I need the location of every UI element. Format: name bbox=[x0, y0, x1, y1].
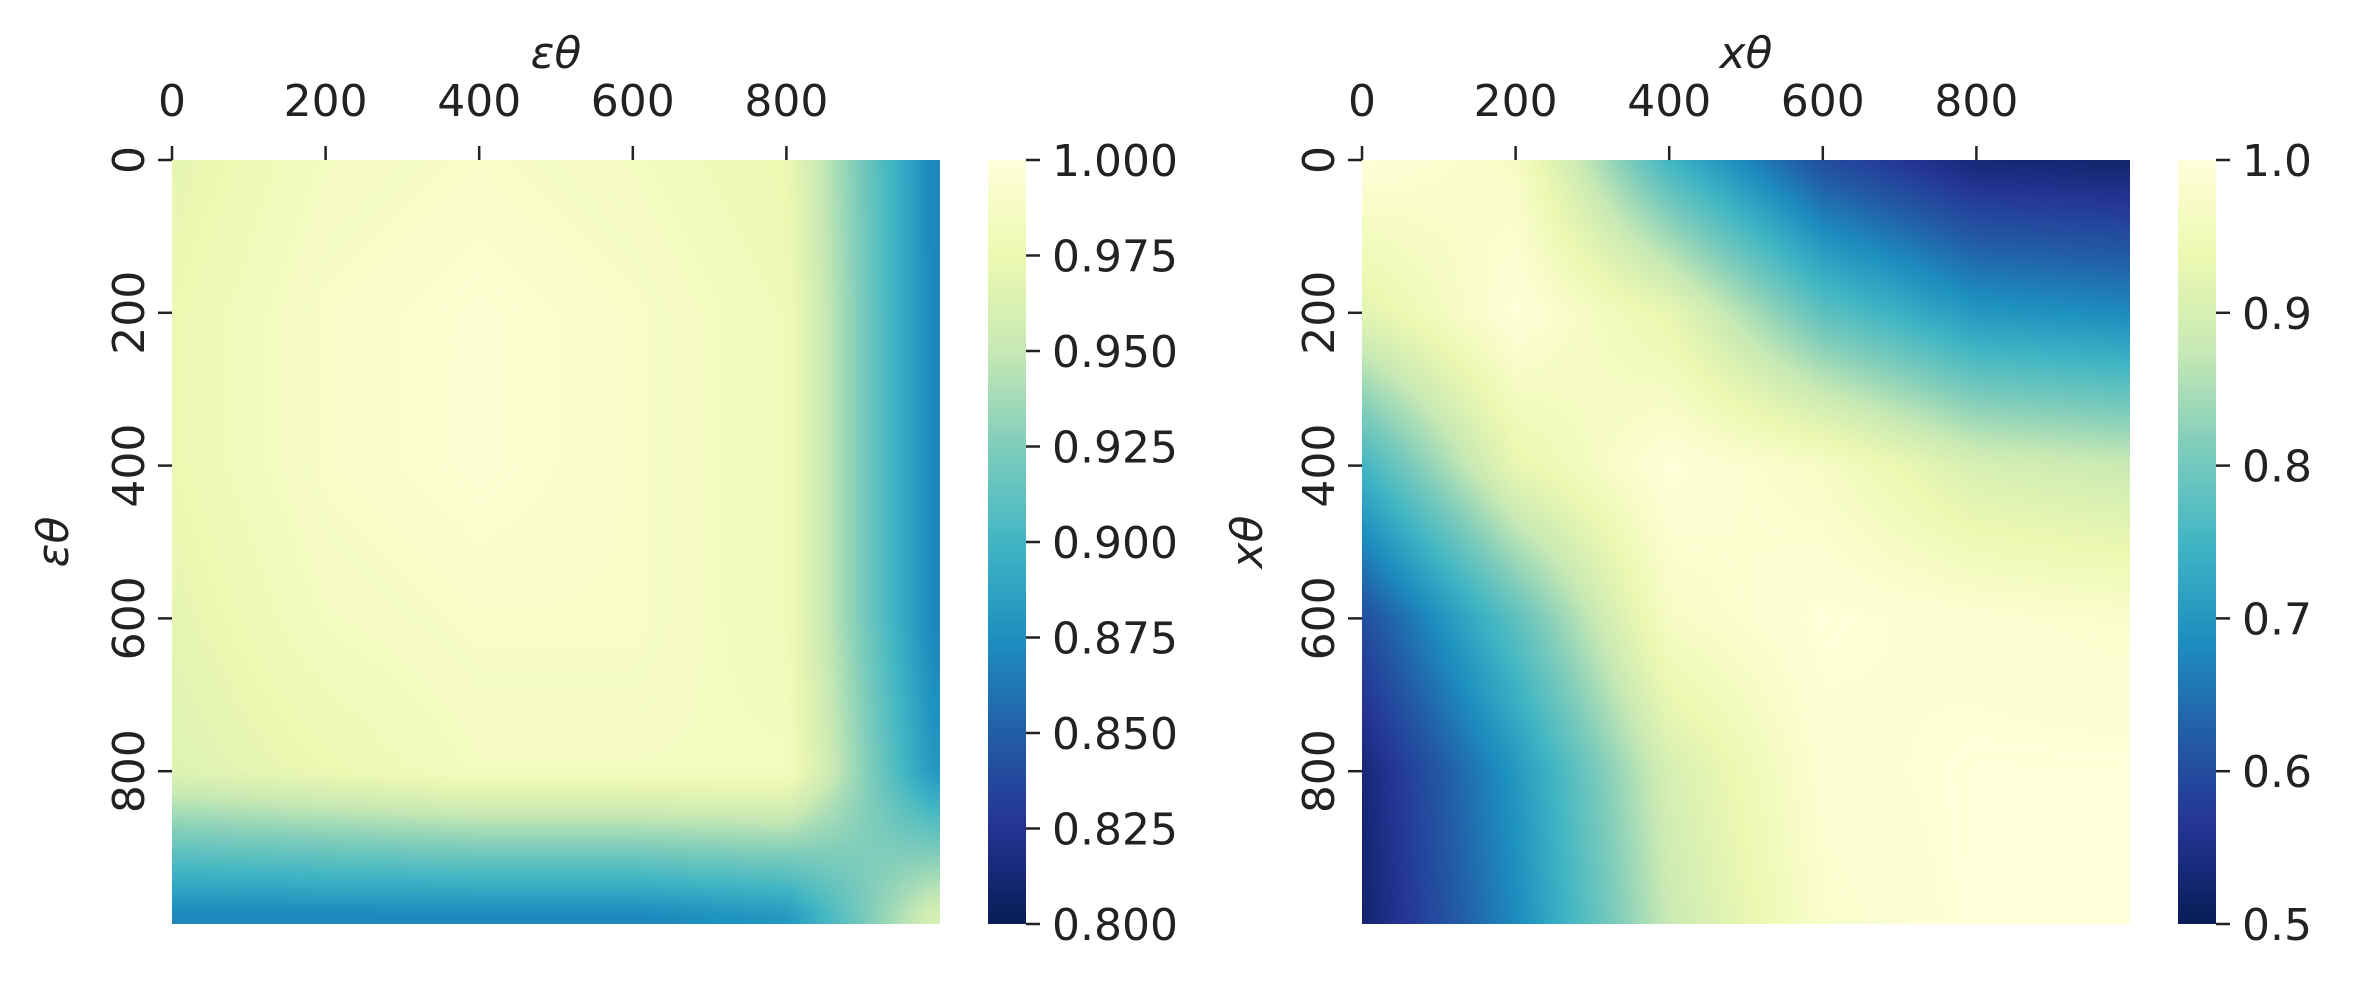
x-tick-label: 200 bbox=[1474, 76, 1558, 127]
colorbar-tick-label: 0.800 bbox=[1052, 900, 1178, 951]
y-axis-label-epsilon: εθ bbox=[28, 517, 79, 568]
colorbar-ticks-epsilon: 0.800 0.825 0.850 0.875 0.900 0.925 0.950 0.975… bbox=[1026, 136, 1178, 951]
colorbar-tick-label: 0.975 bbox=[1052, 232, 1178, 283]
x-tick-label: 0 bbox=[158, 76, 186, 127]
y-axis-left-x: 0 200 400 600 800 bbox=[1294, 146, 1362, 813]
y-tick-label: 0 bbox=[1294, 146, 1345, 174]
x-tick-label: 800 bbox=[1934, 76, 2018, 127]
colorbar-tick-label: 0.950 bbox=[1052, 327, 1178, 378]
x-tick-label: 800 bbox=[744, 76, 828, 127]
colorbar-tick-label: 0.6 bbox=[2242, 747, 2312, 798]
colorbar-tick-label: 1.0 bbox=[2242, 136, 2312, 187]
x-tick-label: 400 bbox=[437, 76, 521, 127]
x-tick-label: 400 bbox=[1627, 76, 1711, 127]
colorbar-tick-label: 0.825 bbox=[1052, 805, 1178, 856]
x-axis-top-x: 0 200 400 600 800 bbox=[1348, 76, 2018, 160]
y-tick-label: 600 bbox=[104, 576, 155, 660]
colorbar-tick-label: 0.9 bbox=[2242, 289, 2312, 340]
x-axis-label-x: xθ bbox=[1718, 28, 1773, 79]
y-tick-label: 200 bbox=[1294, 271, 1345, 355]
y-tick-label: 600 bbox=[1294, 576, 1345, 660]
x-tick-label: 600 bbox=[1781, 76, 1865, 127]
colorbar-tick-label: 0.925 bbox=[1052, 423, 1178, 474]
x-tick-label: 200 bbox=[284, 76, 368, 127]
x-tick-label: 600 bbox=[591, 76, 675, 127]
y-tick-label: 400 bbox=[104, 424, 155, 508]
colorbar-x bbox=[2178, 160, 2216, 924]
colorbar-tick-label: 0.7 bbox=[2242, 594, 2312, 645]
heatmap-image-x bbox=[1362, 160, 2130, 924]
colorbar-tick-label: 0.875 bbox=[1052, 614, 1178, 665]
heatmap-image-epsilon bbox=[172, 160, 940, 924]
x-axis-top-epsilon: 0 200 400 600 800 bbox=[158, 76, 828, 160]
y-axis-label-x: xθ bbox=[1222, 515, 1273, 570]
y-axis-left-epsilon: 0 200 400 600 800 bbox=[104, 146, 172, 813]
heatmap-panel-x: 0 200 400 600 800 0 200 400 600 800 xθ xθ 0.5 0.6… bbox=[1222, 28, 2312, 951]
colorbar-ticks-x: 0.5 0.6 0.7 0.8 0.9 1.0 bbox=[2216, 136, 2312, 951]
colorbar-tick-label: 0.5 bbox=[2242, 900, 2312, 951]
y-tick-label: 400 bbox=[1294, 424, 1345, 508]
colorbar-tick-label: 0.900 bbox=[1052, 518, 1178, 569]
y-tick-label: 200 bbox=[104, 271, 155, 355]
y-tick-label: 0 bbox=[104, 146, 155, 174]
colorbar-tick-label: 0.850 bbox=[1052, 709, 1178, 760]
x-axis-label-epsilon: εθ bbox=[531, 28, 582, 79]
colorbar-tick-label: 0.8 bbox=[2242, 442, 2312, 493]
y-tick-label: 800 bbox=[1294, 729, 1345, 813]
colorbar-epsilon bbox=[988, 160, 1026, 924]
x-tick-label: 0 bbox=[1348, 76, 1376, 127]
colorbar-tick-label: 1.000 bbox=[1052, 136, 1178, 187]
y-tick-label: 800 bbox=[104, 729, 155, 813]
